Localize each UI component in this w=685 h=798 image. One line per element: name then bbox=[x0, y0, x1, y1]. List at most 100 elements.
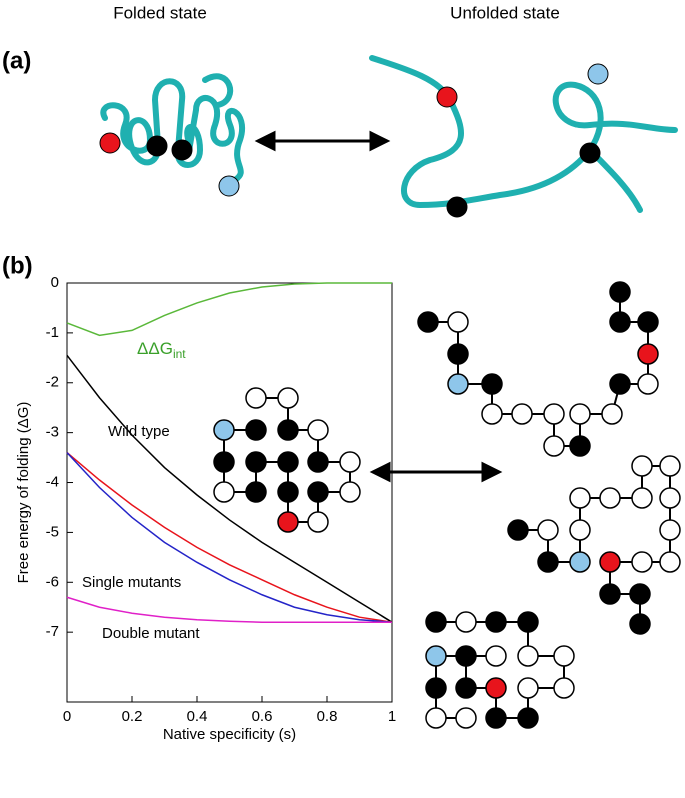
y-axis-label: Free energy of folding (ΔG) bbox=[15, 402, 32, 584]
lattice-residue bbox=[517, 677, 539, 699]
annotation: ΔΔGint bbox=[137, 339, 186, 361]
lattice-residue bbox=[213, 481, 235, 503]
lattice-residue bbox=[637, 373, 659, 395]
series-line bbox=[66, 282, 392, 337]
plot-frame bbox=[66, 282, 393, 703]
y-tick-label: -2 bbox=[46, 374, 59, 391]
lattice-residue bbox=[543, 435, 565, 457]
annotation-text: Wild type bbox=[108, 423, 170, 440]
lattice-residue bbox=[425, 677, 447, 699]
lattice-residue bbox=[599, 583, 621, 605]
lattice-residue bbox=[609, 281, 631, 303]
series-line bbox=[66, 452, 393, 623]
chart: 0 -1 -2 -3 -4 -5 -6 -7 0 0.2 0.4 0.6 0.8 1 Native spec… bbox=[15, 274, 396, 743]
lattice-residue bbox=[417, 311, 439, 333]
annotation: Double mutant bbox=[102, 625, 200, 642]
lattice-residue bbox=[213, 451, 235, 473]
y-tick-label: -5 bbox=[46, 523, 59, 540]
lattice-residue bbox=[485, 677, 507, 699]
lattice-residue bbox=[599, 551, 621, 573]
lattice-residue bbox=[307, 451, 329, 473]
unfolded-protein bbox=[369, 55, 678, 213]
x-tick-label: 0 bbox=[63, 708, 71, 725]
lattice-residue bbox=[659, 551, 681, 573]
lattice-residue bbox=[245, 451, 267, 473]
lattice-proteins bbox=[213, 281, 681, 729]
series-line bbox=[66, 354, 393, 623]
lattice-residue bbox=[307, 481, 329, 503]
annotation-text: Double mutant bbox=[102, 625, 200, 642]
lattice-residue bbox=[447, 373, 469, 395]
lattice-residue bbox=[569, 519, 591, 541]
lattice-bond bbox=[435, 621, 565, 719]
y-tick-label: -1 bbox=[46, 324, 59, 341]
lattice-residue bbox=[245, 387, 267, 409]
lattice-residue bbox=[537, 519, 559, 541]
lattice-residue bbox=[245, 481, 267, 503]
lattice-residue bbox=[307, 419, 329, 441]
lattice-residue bbox=[629, 583, 651, 605]
lattice-residue bbox=[455, 677, 477, 699]
lattice-residue bbox=[553, 645, 575, 667]
lattice-residue bbox=[637, 343, 659, 365]
lattice-residue bbox=[659, 455, 681, 477]
lattice-residue bbox=[631, 487, 653, 509]
lattice-residue bbox=[631, 455, 653, 477]
x-tick-label: 0.2 bbox=[122, 708, 143, 725]
lattice-residue bbox=[569, 551, 591, 573]
lattice-residue bbox=[277, 387, 299, 409]
lattice-residue bbox=[277, 511, 299, 533]
lattice-residue bbox=[277, 419, 299, 441]
panel-label: (b) bbox=[2, 252, 33, 279]
lattice-residue bbox=[569, 487, 591, 509]
lattice-residue bbox=[659, 487, 681, 509]
lattice-residue bbox=[517, 611, 539, 633]
residues-a bbox=[99, 63, 609, 218]
lattice-residue bbox=[339, 481, 361, 503]
lattice-residue bbox=[213, 419, 235, 441]
lattice-residue bbox=[245, 419, 267, 441]
lattice-residue bbox=[425, 707, 447, 729]
lattice-residue bbox=[455, 645, 477, 667]
panel-title: Unfolded state bbox=[450, 3, 560, 22]
lattice-residue bbox=[601, 403, 623, 425]
folded-protein bbox=[100, 73, 245, 183]
annotation: Single mutants bbox=[82, 574, 181, 591]
lattice-residue bbox=[637, 311, 659, 333]
x-tick-label: 0.6 bbox=[252, 708, 273, 725]
lattice-residue bbox=[481, 403, 503, 425]
y-tick-label: -6 bbox=[46, 573, 59, 590]
lattice-residue bbox=[425, 611, 447, 633]
lattice-residue bbox=[277, 481, 299, 503]
x-tick-label: 0.4 bbox=[187, 708, 208, 725]
lattice-residue bbox=[455, 707, 477, 729]
lattice-residue bbox=[485, 645, 507, 667]
lattice-residue bbox=[447, 343, 469, 365]
lattice-residue bbox=[609, 311, 631, 333]
y-tick-label: -7 bbox=[46, 623, 59, 640]
lattice-residue bbox=[307, 511, 329, 533]
lattice-residue bbox=[485, 707, 507, 729]
lattice-residue bbox=[629, 613, 651, 635]
lattice-residue bbox=[517, 645, 539, 667]
x-tick-label: 0.8 bbox=[317, 708, 338, 725]
lattice-residue bbox=[659, 519, 681, 541]
lattice-residue bbox=[481, 373, 503, 395]
panel-title: Folded state bbox=[113, 3, 207, 22]
lattice-residue bbox=[537, 551, 559, 573]
lattice-residue bbox=[543, 403, 565, 425]
lattice-residue bbox=[569, 435, 591, 457]
panel-label: (a) bbox=[2, 47, 31, 74]
annotation: Wild type bbox=[108, 423, 170, 440]
lattice-residue bbox=[553, 677, 575, 699]
annotation-subscript: int bbox=[173, 347, 186, 361]
lattice-residue bbox=[569, 403, 591, 425]
lattice-residue bbox=[599, 487, 621, 509]
lattice-residue bbox=[277, 451, 299, 473]
series-line bbox=[66, 452, 393, 623]
annotation-text: ΔΔG bbox=[137, 339, 173, 358]
lattice-residue bbox=[425, 645, 447, 667]
annotation-text: Single mutants bbox=[82, 574, 181, 591]
lattice-residue bbox=[447, 311, 469, 333]
